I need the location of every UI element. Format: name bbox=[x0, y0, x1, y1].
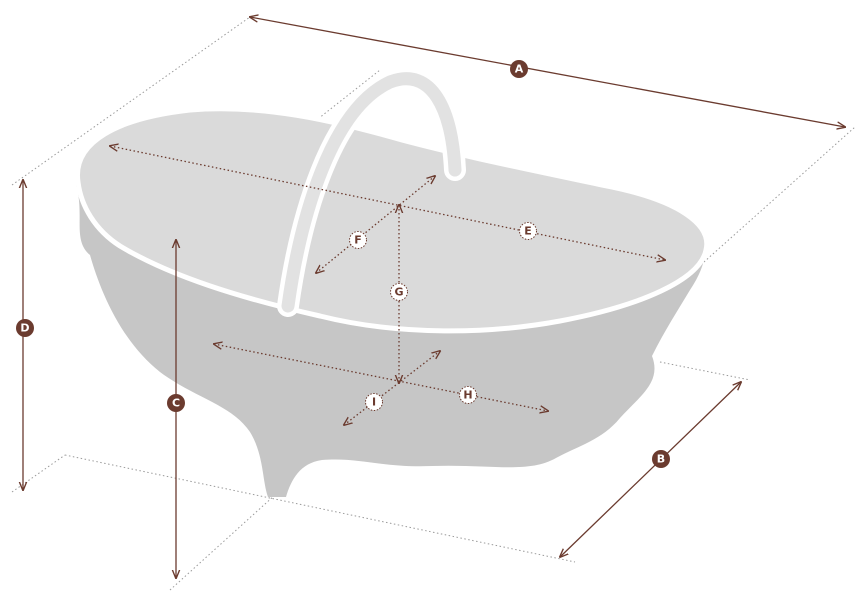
badge: E bbox=[519, 222, 537, 240]
badge: D bbox=[16, 319, 34, 337]
badge: C bbox=[167, 394, 185, 412]
badge: G bbox=[390, 283, 408, 301]
label: I bbox=[372, 396, 376, 409]
label: C bbox=[172, 397, 180, 410]
badge: I bbox=[365, 393, 383, 411]
label: E bbox=[524, 225, 532, 238]
badge: F bbox=[349, 231, 367, 249]
label: H bbox=[463, 389, 472, 402]
label: B bbox=[657, 453, 665, 466]
label: A bbox=[515, 63, 524, 76]
badge: A bbox=[510, 60, 528, 78]
badge: H bbox=[459, 386, 477, 404]
label: D bbox=[20, 322, 29, 335]
label: G bbox=[394, 286, 403, 299]
badge: B bbox=[652, 450, 670, 468]
label: F bbox=[354, 234, 362, 247]
